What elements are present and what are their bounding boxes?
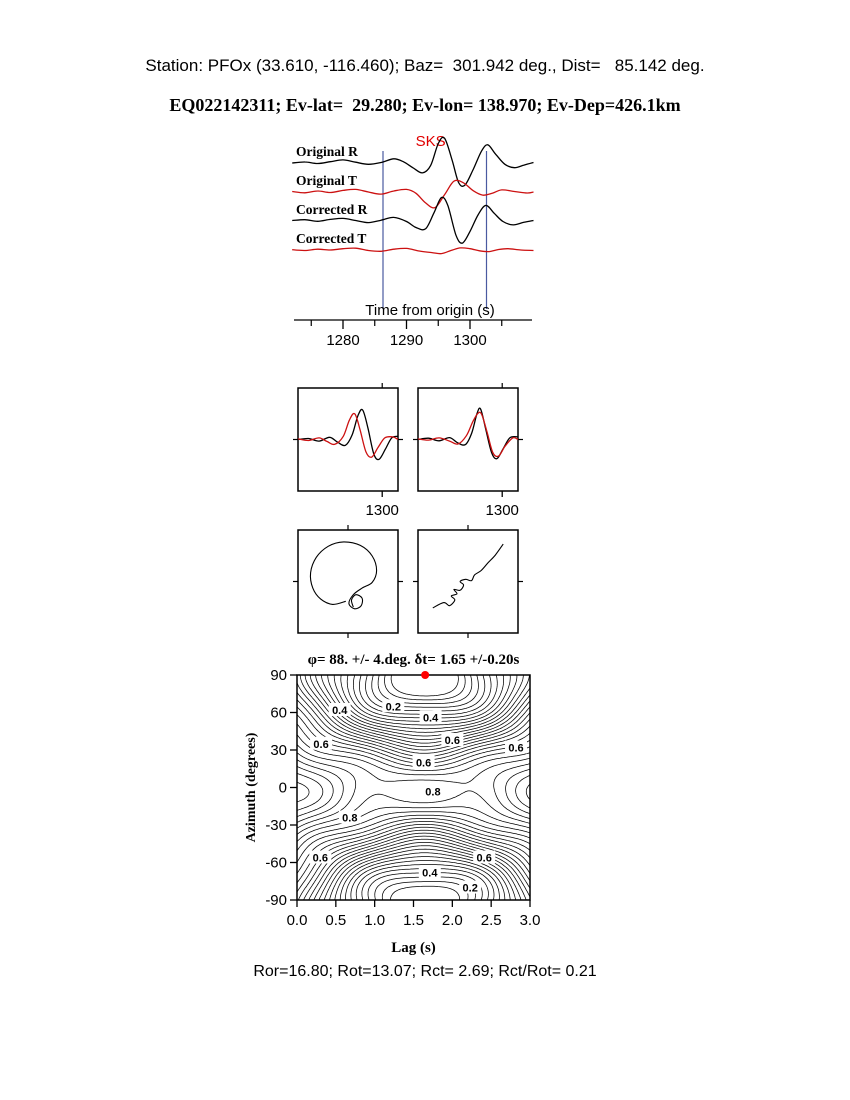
contour-label-2: 0.4 bbox=[423, 713, 439, 725]
azimuth-axis-tick-label: 90 bbox=[270, 667, 287, 684]
contour-label-box bbox=[338, 810, 361, 824]
contour-level-0.3 bbox=[339, 675, 511, 900]
window-box-tick-label-0: 1300 bbox=[366, 502, 399, 519]
window-trace-0-black bbox=[298, 408, 398, 461]
contour-level-0.06 bbox=[390, 675, 461, 900]
trace-label-1: Original T bbox=[296, 173, 357, 188]
azimuth-axis-tick-label: -60 bbox=[265, 855, 287, 872]
lag-axis-tick-label: 2.5 bbox=[481, 912, 502, 929]
time-axis-tick-label: 1290 bbox=[390, 332, 423, 349]
pm-box-1 bbox=[417, 529, 519, 634]
contour-level-0.42 bbox=[315, 675, 530, 900]
trace-original-t bbox=[292, 179, 534, 209]
contour-label-box bbox=[382, 699, 405, 713]
contour-label-box bbox=[418, 865, 441, 879]
time-axis-tick-label: 1280 bbox=[326, 332, 359, 349]
contour-level-0.9 bbox=[297, 781, 310, 803]
contour-label-9: 0.6 bbox=[313, 853, 328, 865]
contour-label-11: 0.6 bbox=[477, 853, 492, 865]
contour-label-box bbox=[473, 850, 496, 864]
contour-level-0.39 bbox=[321, 675, 530, 900]
error-surface-svg: φ= 88. +/- 4.deg. δt= 1.65 +/-0.20s 0.0 0.… bbox=[244, 652, 541, 956]
phase-label-sks: SKS bbox=[416, 133, 446, 150]
contour-level-0.24 bbox=[350, 675, 500, 900]
trace-label-0: Original R bbox=[296, 144, 358, 159]
contour-label-10: 0.4 bbox=[422, 868, 438, 880]
contour-label-4: 0.6 bbox=[445, 735, 460, 747]
contour-label-8: 0.8 bbox=[425, 786, 440, 798]
contour-label-7: 0.8 bbox=[342, 813, 357, 825]
contour-title: φ= 88. +/- 4.deg. δt= 1.65 +/-0.20s bbox=[308, 652, 520, 668]
contour-label-box bbox=[310, 736, 333, 750]
pm-curve-0 bbox=[309, 541, 378, 610]
azimuth-axis-title: Azimuth (degrees) bbox=[244, 732, 259, 842]
contour-label-3: 0.6 bbox=[313, 739, 328, 751]
window-trace-1-red bbox=[418, 411, 518, 458]
contour-label-5: 0.6 bbox=[508, 743, 523, 755]
seismogram-svg: SKS Original R Original T Corrected R Correc… bbox=[292, 133, 534, 349]
contour-level-0.09 bbox=[381, 675, 469, 900]
contour-label-box bbox=[421, 784, 444, 798]
contour-label-box bbox=[505, 740, 528, 754]
contour-label-box bbox=[309, 850, 332, 864]
lag-axis-tick-label: 0.5 bbox=[325, 912, 346, 929]
pm-curve-1 bbox=[432, 543, 504, 609]
particle-motion-panel bbox=[280, 523, 560, 641]
contour-label-box bbox=[459, 880, 482, 894]
contour-label-box bbox=[328, 703, 351, 716]
contour-label-box bbox=[441, 733, 464, 746]
lag-axis-tick-label: 3.0 bbox=[520, 912, 541, 929]
best-fit-dot bbox=[421, 671, 430, 679]
trace-label-2: Corrected R bbox=[296, 202, 368, 217]
azimuth-axis-tick-label: -90 bbox=[265, 892, 287, 909]
contour-level-0.72 bbox=[297, 734, 530, 842]
station-title: Station: PFOx (33.610, -116.460); Baz= 3… bbox=[145, 56, 705, 75]
seismogram-panel: SKS Original R Original T Corrected R Correc… bbox=[280, 133, 560, 368]
contour-level-0.81 bbox=[297, 759, 530, 823]
lag-axis-tick-label: 2.0 bbox=[442, 912, 463, 929]
trace-original-r bbox=[292, 136, 534, 187]
fast-slow-window-panel: 1300 1300 bbox=[280, 378, 560, 523]
contour-level-0.51 bbox=[299, 675, 530, 900]
contour-label-12: 0.2 bbox=[463, 883, 478, 895]
time-axis-title: Time from origin (s) bbox=[365, 302, 494, 319]
contour-level-0.33 bbox=[333, 675, 518, 900]
ratio-summary: Ror=16.80; Rot=13.07; Rct= 2.69; Rct/Rot… bbox=[253, 963, 597, 980]
fast-slow-svg: 1300 1300 bbox=[293, 383, 523, 519]
contour-label-6: 0.6 bbox=[416, 758, 431, 770]
window-box-tick-label-1: 1300 bbox=[486, 502, 519, 519]
azimuth-axis-tick-label: -30 bbox=[265, 817, 287, 834]
contour-label-0: 0.4 bbox=[332, 705, 348, 717]
azimuth-axis-tick-label: 60 bbox=[270, 705, 287, 722]
contour-level-0.84 bbox=[297, 765, 530, 818]
azimuth-axis-tick-label: 0 bbox=[279, 780, 287, 797]
particle-motion-svg bbox=[293, 525, 523, 638]
lag-axis-title: Lag (s) bbox=[391, 940, 436, 956]
azimuth-axis-tick-label: 30 bbox=[270, 742, 287, 759]
window-trace-0-red bbox=[298, 412, 398, 458]
trace-corrected-r bbox=[292, 196, 534, 244]
trace-label-3: Corrected T bbox=[296, 231, 366, 246]
lag-axis-tick-label: 0.0 bbox=[287, 912, 308, 929]
lag-axis-tick-label: 1.5 bbox=[403, 912, 424, 929]
contour-label-1: 0.2 bbox=[386, 701, 401, 713]
contour-level-0.87 bbox=[297, 772, 530, 811]
time-axis-tick-label: 1300 bbox=[453, 332, 486, 349]
contour-level-0.21 bbox=[355, 675, 495, 900]
contour-level-0.48 bbox=[304, 675, 530, 900]
pm-box-0 bbox=[297, 529, 399, 634]
contour-label-box bbox=[419, 710, 442, 724]
error-surface-panel: φ= 88. +/- 4.deg. δt= 1.65 +/-0.20s 0.0 0.… bbox=[225, 648, 565, 978]
trace-corrected-t bbox=[292, 247, 534, 255]
contour-label-box bbox=[412, 755, 435, 769]
lag-axis-tick-label: 1.0 bbox=[364, 912, 385, 929]
event-title: EQ022142311; Ev-lat= 29.280; Ev-lon= 138… bbox=[169, 95, 681, 115]
